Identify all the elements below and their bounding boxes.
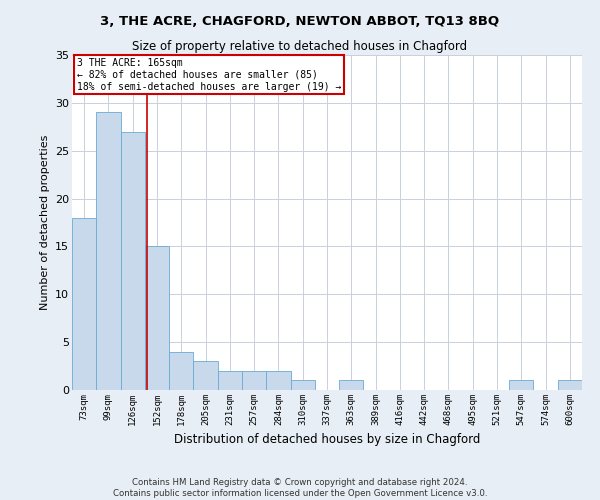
Bar — [121, 132, 145, 390]
Bar — [558, 380, 582, 390]
Bar — [218, 371, 242, 390]
Bar — [339, 380, 364, 390]
Bar — [96, 112, 121, 390]
Bar — [193, 362, 218, 390]
Bar — [290, 380, 315, 390]
Bar — [266, 371, 290, 390]
Bar — [169, 352, 193, 390]
Text: 3, THE ACRE, CHAGFORD, NEWTON ABBOT, TQ13 8BQ: 3, THE ACRE, CHAGFORD, NEWTON ABBOT, TQ1… — [100, 15, 500, 28]
Bar — [509, 380, 533, 390]
Bar — [145, 246, 169, 390]
Bar — [72, 218, 96, 390]
Y-axis label: Number of detached properties: Number of detached properties — [40, 135, 50, 310]
X-axis label: Distribution of detached houses by size in Chagford: Distribution of detached houses by size … — [174, 434, 480, 446]
Bar — [242, 371, 266, 390]
Text: Contains HM Land Registry data © Crown copyright and database right 2024.
Contai: Contains HM Land Registry data © Crown c… — [113, 478, 487, 498]
Text: Size of property relative to detached houses in Chagford: Size of property relative to detached ho… — [133, 40, 467, 53]
Text: 3 THE ACRE: 165sqm
← 82% of detached houses are smaller (85)
18% of semi-detache: 3 THE ACRE: 165sqm ← 82% of detached hou… — [77, 58, 341, 92]
